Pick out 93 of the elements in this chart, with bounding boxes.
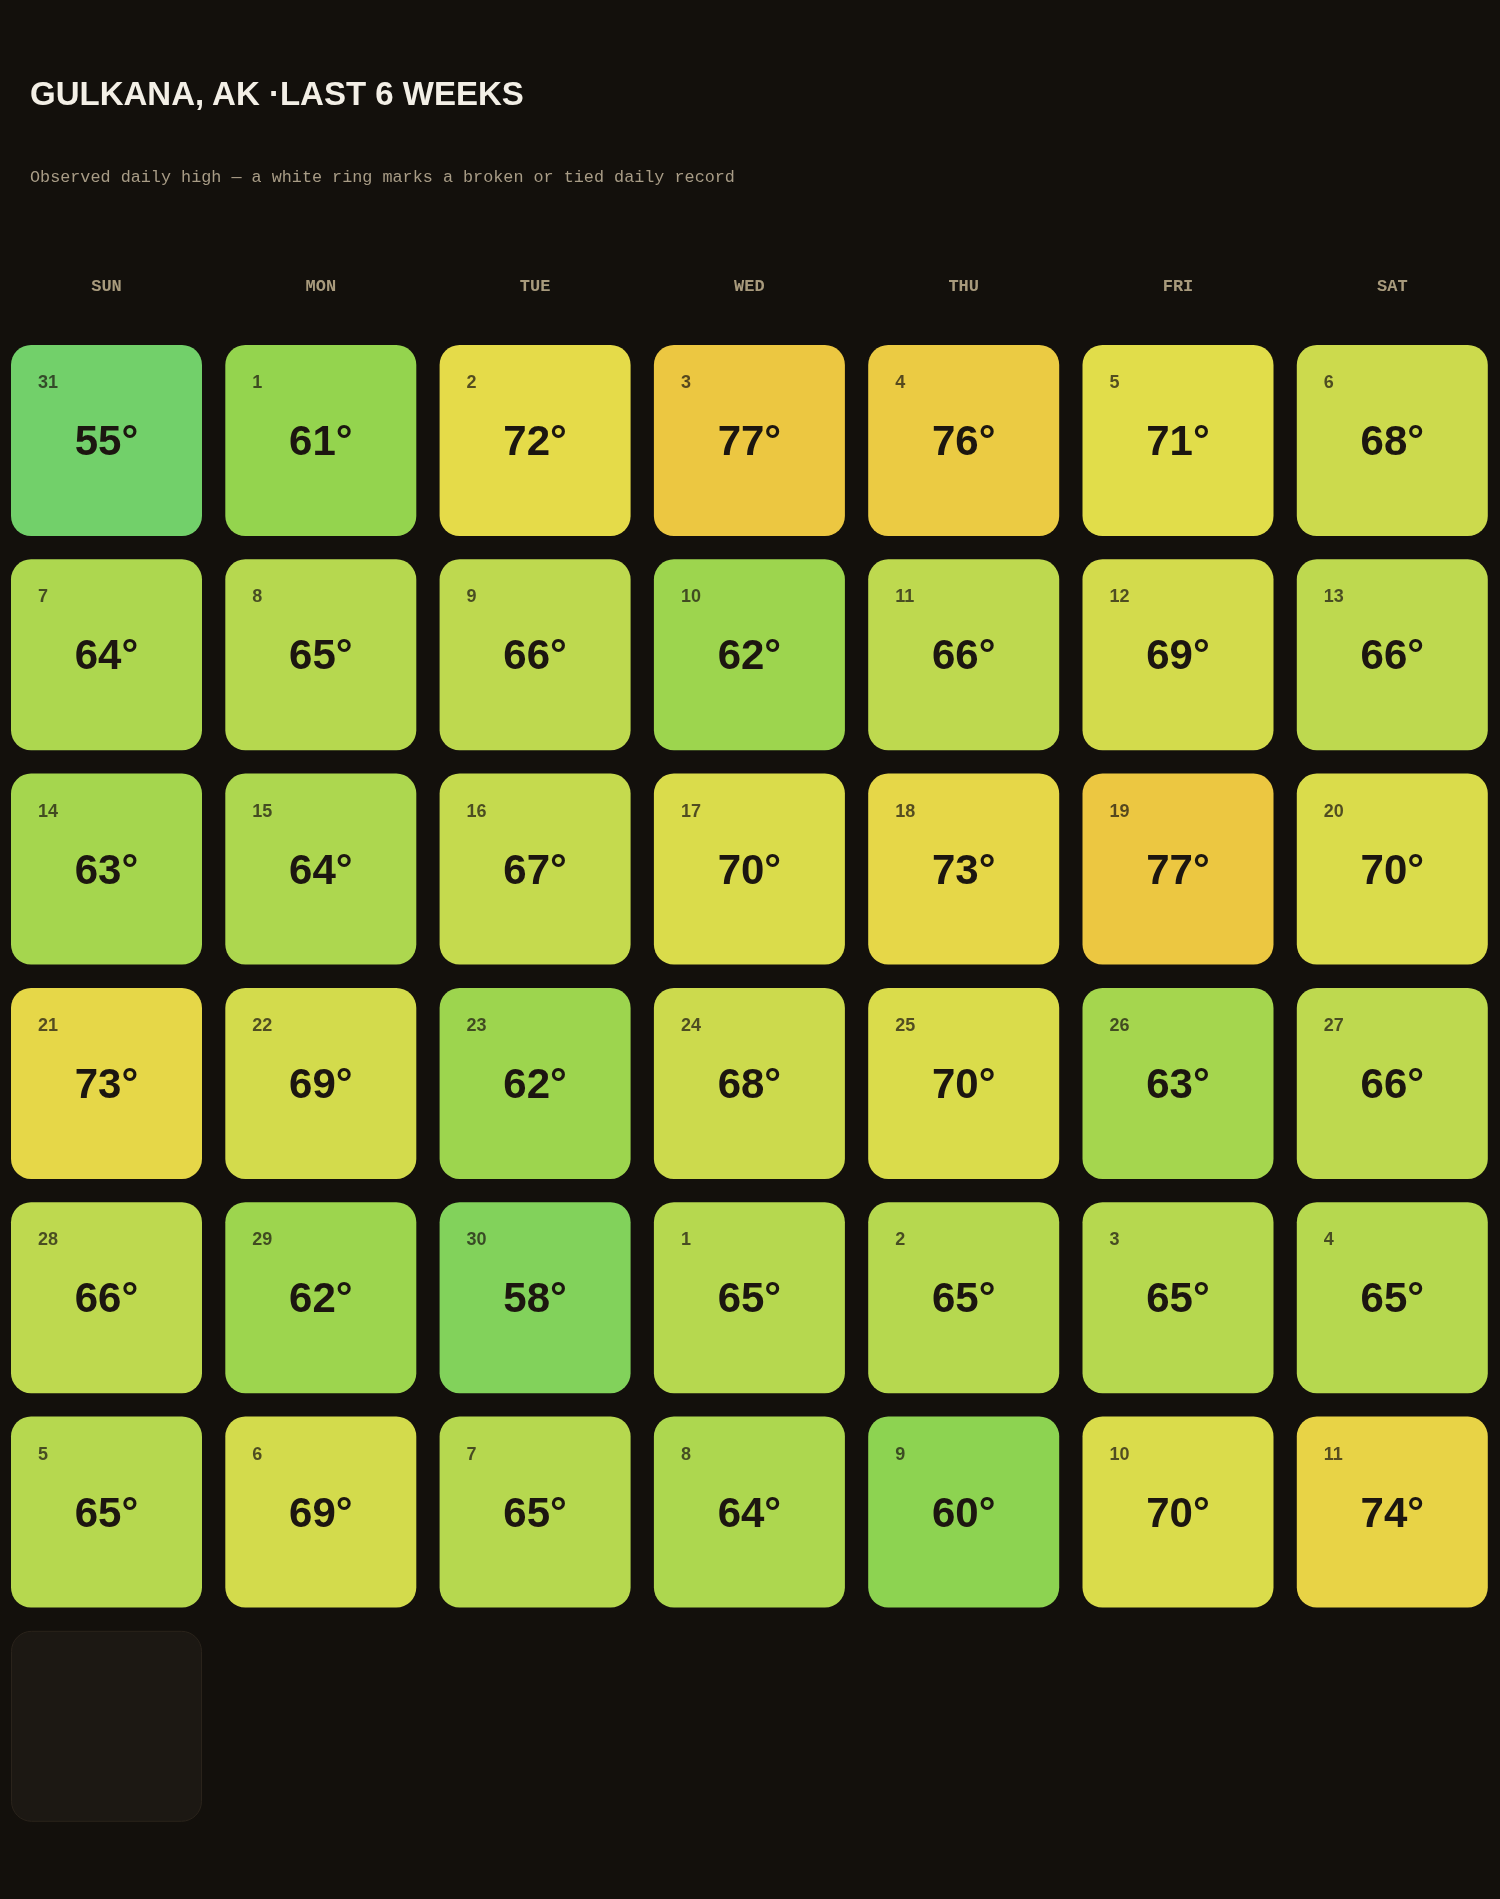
x-tick-label: FRI bbox=[1162, 277, 1194, 296]
data-label: 62° bbox=[717, 631, 782, 679]
annotation: 19 bbox=[1109, 800, 1130, 821]
annotation: 3 bbox=[680, 372, 691, 392]
annotation: 12 bbox=[1109, 586, 1130, 607]
data-label: 77° bbox=[1146, 845, 1210, 893]
data-label: 61° bbox=[289, 417, 353, 464]
annotation: 16 bbox=[466, 800, 487, 821]
data-label: 69° bbox=[1146, 631, 1210, 679]
annotation: 3 bbox=[1109, 1229, 1120, 1250]
annotation: 9 bbox=[895, 1443, 906, 1464]
data-label: 65° bbox=[1146, 1274, 1210, 1322]
data-label: 65° bbox=[1360, 1274, 1425, 1322]
annotation: 8 bbox=[252, 586, 263, 607]
annotation: 22 bbox=[252, 1014, 273, 1035]
data-label: 55° bbox=[74, 417, 139, 464]
data-label: 73° bbox=[931, 845, 996, 893]
data-label: 66° bbox=[503, 631, 567, 679]
data-label: 63° bbox=[1146, 1059, 1210, 1107]
x-tick-label: SUN bbox=[91, 277, 122, 296]
data-label: 66° bbox=[74, 1274, 139, 1322]
data-label: 65° bbox=[289, 631, 353, 679]
annotation: 1 bbox=[680, 1229, 691, 1250]
data-label: 58° bbox=[503, 1274, 567, 1322]
annotation: 27 bbox=[1323, 1014, 1344, 1035]
x-tick-label: MON bbox=[305, 277, 337, 296]
annotation: 9 bbox=[466, 586, 477, 607]
annotation: 5 bbox=[38, 1443, 49, 1464]
data-label: 70° bbox=[717, 845, 782, 893]
data-label: 65° bbox=[931, 1274, 996, 1322]
data-label: 71° bbox=[1146, 417, 1210, 464]
annotation: 30 bbox=[466, 1229, 487, 1250]
annotation: 18 bbox=[895, 800, 916, 821]
annotation: 8 bbox=[680, 1443, 691, 1464]
x-tick-label: TUE bbox=[519, 277, 551, 296]
annotation: 7 bbox=[38, 586, 49, 607]
annotation: 4 bbox=[1323, 1229, 1334, 1250]
chart-title: GULKANA, AK ·LAST 6 WEEKS bbox=[30, 75, 524, 112]
annotation: 31 bbox=[38, 372, 59, 392]
annotation: 17 bbox=[680, 800, 701, 821]
data-label: 77° bbox=[717, 417, 782, 464]
data-label: 60° bbox=[931, 1488, 996, 1536]
annotation: 21 bbox=[38, 1014, 59, 1035]
annotation: 29 bbox=[252, 1229, 273, 1250]
data-label: 70° bbox=[931, 1059, 996, 1107]
data-label: 68° bbox=[717, 1059, 782, 1107]
annotation: 2 bbox=[895, 1229, 906, 1250]
chart-subtitle: Observed daily high — a white ring marks a broken or tied daily record bbox=[30, 168, 735, 187]
annotation: 10 bbox=[1109, 1443, 1130, 1464]
data-label: 73° bbox=[74, 1059, 139, 1107]
annotation: 6 bbox=[252, 1443, 263, 1464]
data-label: 74° bbox=[1360, 1488, 1425, 1536]
data-label: 66° bbox=[931, 631, 996, 679]
data-label: 67° bbox=[503, 845, 567, 893]
annotation: 14 bbox=[38, 800, 59, 821]
data-label: 63° bbox=[74, 845, 139, 893]
data-label: 62° bbox=[503, 1059, 567, 1107]
data-label: 65° bbox=[74, 1488, 139, 1536]
data-label: 66° bbox=[1360, 631, 1425, 679]
annotation: 4 bbox=[895, 372, 906, 392]
annotation: 5 bbox=[1109, 372, 1120, 392]
data-label: 64° bbox=[74, 631, 139, 679]
annotation: 25 bbox=[895, 1014, 916, 1035]
data-label: 65° bbox=[717, 1274, 782, 1322]
annotation: 7 bbox=[466, 1443, 477, 1464]
annotation: 6 bbox=[1323, 372, 1334, 392]
annotation: 10 bbox=[680, 586, 701, 607]
data-label: 76° bbox=[931, 417, 996, 464]
data-label: 69° bbox=[289, 1488, 353, 1536]
data-label: 72° bbox=[503, 417, 567, 464]
data-label: 68° bbox=[1360, 417, 1425, 464]
x-tick-label: THU bbox=[948, 277, 979, 296]
annotation: 2 bbox=[466, 372, 477, 392]
annotation: 11 bbox=[895, 586, 915, 607]
annotation: 13 bbox=[1323, 586, 1344, 607]
annotation: 20 bbox=[1323, 800, 1344, 821]
annotation: 24 bbox=[680, 1014, 701, 1035]
data-label: 64° bbox=[717, 1488, 782, 1536]
data-label: 64° bbox=[289, 845, 353, 893]
data-label: 66° bbox=[1360, 1059, 1425, 1107]
data-label: 69° bbox=[289, 1059, 353, 1107]
annotation: 15 bbox=[252, 800, 273, 821]
annotation: 1 bbox=[252, 372, 263, 392]
annotation: 11 bbox=[1323, 1443, 1343, 1464]
annotation: 26 bbox=[1109, 1014, 1130, 1035]
data-label: 70° bbox=[1360, 845, 1425, 893]
x-tick-label: WED bbox=[734, 277, 765, 296]
annotation: 28 bbox=[38, 1229, 59, 1250]
annotation: 23 bbox=[466, 1014, 487, 1035]
data-label: 70° bbox=[1146, 1488, 1210, 1536]
x-tick-label: SAT bbox=[1377, 277, 1408, 296]
data-label: 65° bbox=[503, 1488, 567, 1536]
data-label: 62° bbox=[289, 1274, 353, 1322]
